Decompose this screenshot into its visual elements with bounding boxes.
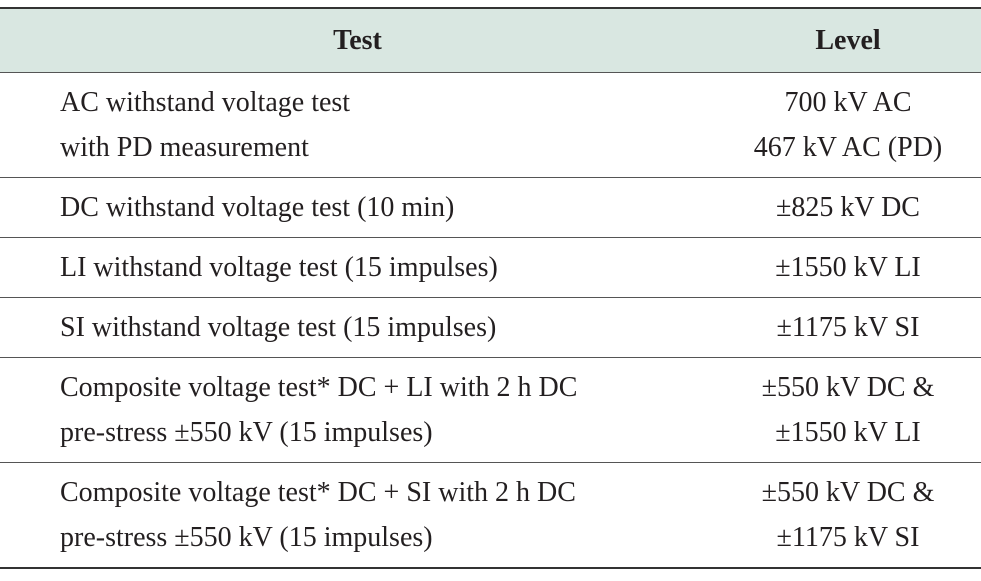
cell-line: ±1550 kV LI (775, 417, 921, 448)
cell-line: DC withstand voltage test (10 min) (60, 192, 455, 223)
table-cell: ±550 kV DC & ±1175 kV SI (715, 463, 981, 569)
table-body: AC withstand voltage test with PD measure… (0, 72, 981, 569)
cell-line: ±550 kV DC & (761, 477, 935, 508)
cell-line: pre-stress ±550 kV (15 impulses) (60, 522, 433, 553)
table-cell: ±550 kV DC & ±1550 kV LI (715, 358, 981, 463)
table-row: SI withstand voltage test (15 impulses) ±… (0, 297, 981, 358)
header-cell: Test (0, 8, 715, 73)
table-row: AC withstand voltage test with PD measure… (0, 72, 981, 178)
table-cell: DC withstand voltage test (10 min) (0, 178, 715, 238)
cell-line: Composite voltage test* DC + LI with 2 h… (60, 372, 578, 403)
table-row: DC withstand voltage test (10 min) ±825 k… (0, 177, 981, 238)
cell-line: ±550 kV DC & (761, 372, 935, 403)
table-cell: ±1550 kV LI (715, 238, 981, 298)
table-cell: LI withstand voltage test (15 impulses) (0, 238, 715, 298)
table-row: Composite voltage test* DC + LI with 2 h… (0, 357, 981, 463)
cell-line: AC withstand voltage test (60, 87, 351, 118)
header-row: Test Level (0, 8, 981, 73)
cell-line: ±1175 kV SI (776, 312, 920, 343)
table-row: LI withstand voltage test (15 impulses) ±… (0, 237, 981, 298)
cell-line: pre-stress ±550 kV (15 impulses) (60, 417, 433, 448)
cell-line: 467 kV AC (PD) (753, 132, 943, 163)
cell-line: ±1550 kV LI (775, 252, 921, 283)
cell-line: 700 kV AC (784, 87, 912, 118)
cell-line: SI withstand voltage test (15 impulses) (60, 312, 497, 343)
table-cell: ±825 kV DC (715, 178, 981, 238)
table-cell: AC withstand voltage test with PD measure… (0, 73, 715, 178)
table-cell: Composite voltage test* DC + SI with 2 h… (0, 463, 715, 569)
test-table: Test Level AC withstand voltage test with… (0, 7, 981, 569)
table-cell: SI withstand voltage test (15 impulses) (0, 298, 715, 358)
table-cell: ±1175 kV SI (715, 298, 981, 358)
table-cell: Composite voltage test* DC + LI with 2 h… (0, 358, 715, 463)
cell-line: LI withstand voltage test (15 impulses) (60, 252, 498, 283)
cell-line: Composite voltage test* DC + SI with 2 h… (60, 477, 576, 508)
cell-line: ±1175 kV SI (776, 522, 920, 553)
cell-line: with PD measurement (60, 132, 309, 163)
table-cell: 700 kV AC 467 kV AC (PD) (715, 73, 981, 178)
table-row: Composite voltage test* DC + SI with 2 h… (0, 462, 981, 569)
cell-line: ±825 kV DC (776, 192, 920, 223)
page: Test Level AC withstand voltage test with… (0, 7, 981, 581)
header-cell: Level (715, 8, 981, 73)
